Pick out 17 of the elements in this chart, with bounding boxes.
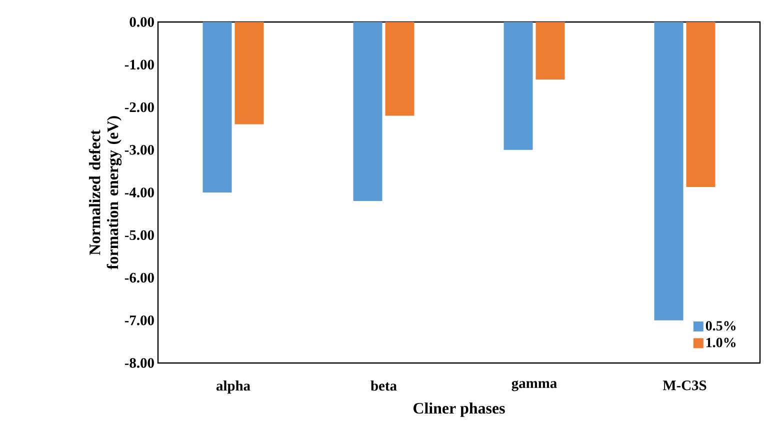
x-tick-label: gamma [512,380,557,392]
x-axis-title: Cliner phases [414,402,505,417]
x-tick-label: M-C3S [662,380,706,390]
y-tick-label: 0.00 [130,17,154,27]
y-tick-label: -4.00 [124,188,154,198]
y-tick-label: -2.00 [124,102,154,112]
y-tick-label: -7.00 [124,315,154,326]
y-tick-label: -1.00 [124,60,154,70]
x-tick-label: beta [370,380,397,391]
y-tick-label: -3.00 [124,144,154,155]
legend-label: 0.5% [706,321,736,331]
y-tick-label: -8.00 [124,358,154,368]
legend-label: 1.0% [706,338,736,348]
y-tick-label: -5.00 [124,230,154,240]
x-tick-label: alpha [216,380,250,394]
y-tick-label: -6.00 [124,272,154,283]
y-axis-title: Normalized defect formation energy (eV) [88,116,122,270]
